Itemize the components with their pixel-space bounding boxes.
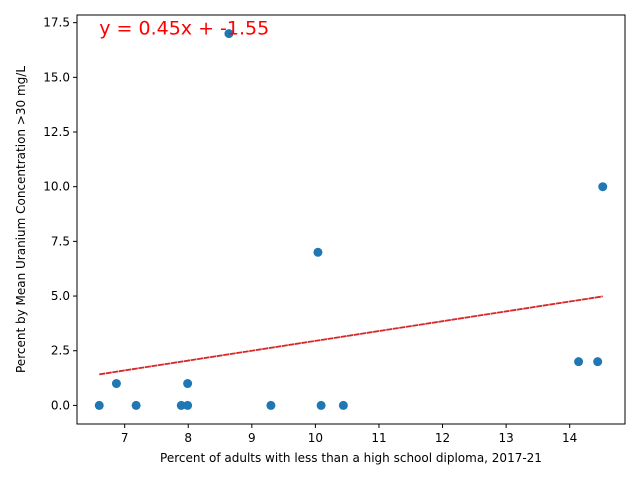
x-axis-ticks: 7 8 9 10 11 12 13 14 (121, 424, 577, 445)
data-point (183, 379, 193, 389)
data-point (574, 357, 584, 367)
y-axis-label: Percent by Mean Uranium Concentration >3… (14, 66, 28, 373)
y-axis-ticks: 0.0 2.5 5.0 7.5 10.0 12.5 15.0 17.5 (43, 16, 77, 412)
regression-equation-annotation: y = 0.45x + -1.55 (99, 18, 269, 40)
trendline (99, 295, 603, 376)
data-point (111, 379, 121, 389)
x-tick-label: 11 (371, 431, 386, 445)
plot-area (76, 14, 626, 425)
x-axis-label: Percent of adults with less than a high … (160, 451, 542, 465)
plot-frame (76, 14, 626, 425)
data-point (338, 400, 348, 410)
data-point (316, 400, 326, 410)
y-tick-label: 0.0 (51, 398, 70, 412)
x-tick-label: 8 (184, 431, 192, 445)
data-point (313, 247, 323, 257)
y-tick-label: 2.5 (51, 344, 70, 358)
annotation-layer: y = 0.45x + -1.55 (99, 18, 269, 40)
data-point (598, 182, 608, 192)
data-point (131, 400, 141, 410)
y-tick-label: 5.0 (51, 289, 70, 303)
data-point (593, 357, 603, 367)
y-tick-label: 7.5 (51, 234, 70, 248)
y-tick-label: 17.5 (43, 16, 70, 30)
data-point (224, 29, 234, 39)
y-tick-label: 10.0 (43, 180, 70, 194)
y-tick-label: 15.0 (43, 70, 70, 84)
data-point (266, 400, 276, 410)
data-point (94, 400, 104, 410)
x-tick-label: 12 (435, 431, 450, 445)
points-layer (94, 29, 608, 410)
x-tick-label: 13 (498, 431, 513, 445)
data-point (183, 400, 193, 410)
x-tick-label: 7 (121, 431, 129, 445)
x-tick-label: 14 (562, 431, 577, 445)
data-point (176, 400, 186, 410)
x-tick-label: 10 (308, 431, 323, 445)
y-tick-label: 12.5 (43, 125, 70, 139)
trendline-layer (99, 295, 603, 376)
x-tick-label: 9 (248, 431, 256, 445)
